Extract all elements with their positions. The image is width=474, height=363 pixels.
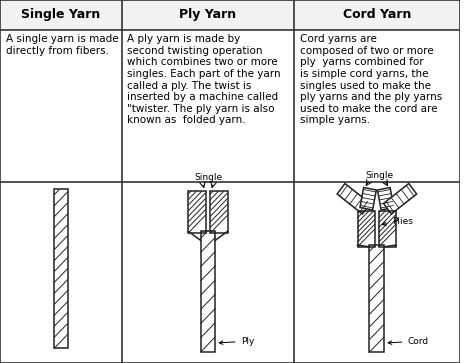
Bar bbox=[201, 231, 215, 352]
Bar bbox=[369, 245, 384, 352]
Bar bbox=[0, 0, 122, 30]
Bar bbox=[357, 211, 375, 247]
Text: Single Yarn: Single Yarn bbox=[21, 8, 100, 21]
Text: Cord yarns are
composed of two or more
ply  yarns combined for
is simple cord ya: Cord yarns are composed of two or more p… bbox=[300, 34, 442, 125]
Text: Single: Single bbox=[365, 171, 393, 180]
Bar bbox=[54, 189, 68, 348]
Polygon shape bbox=[188, 231, 228, 240]
Text: Cord Yarn: Cord Yarn bbox=[343, 8, 411, 21]
Bar bbox=[379, 211, 396, 247]
Bar bbox=[210, 191, 228, 233]
Bar bbox=[188, 191, 206, 233]
Bar bbox=[201, 231, 215, 352]
Text: Plies: Plies bbox=[383, 217, 413, 226]
Text: Ply Yarn: Ply Yarn bbox=[179, 8, 237, 21]
Polygon shape bbox=[360, 188, 376, 210]
Bar bbox=[357, 211, 375, 247]
Bar bbox=[294, 0, 460, 30]
Bar bbox=[122, 0, 294, 30]
Bar bbox=[188, 191, 206, 233]
Text: Cord: Cord bbox=[388, 337, 428, 346]
Text: Single: Single bbox=[194, 173, 222, 182]
Text: Ply: Ply bbox=[219, 337, 254, 346]
Text: A ply yarn is made by
second twisting operation
which combines two or more
singl: A ply yarn is made by second twisting op… bbox=[128, 34, 281, 125]
Polygon shape bbox=[383, 183, 417, 214]
Bar bbox=[210, 191, 228, 233]
Bar bbox=[54, 189, 68, 348]
Polygon shape bbox=[337, 183, 370, 214]
Bar bbox=[379, 211, 396, 247]
Polygon shape bbox=[357, 245, 396, 247]
Bar bbox=[369, 245, 384, 352]
Polygon shape bbox=[377, 188, 394, 210]
Text: A single yarn is made
directly from fibers.: A single yarn is made directly from fibe… bbox=[6, 34, 118, 56]
